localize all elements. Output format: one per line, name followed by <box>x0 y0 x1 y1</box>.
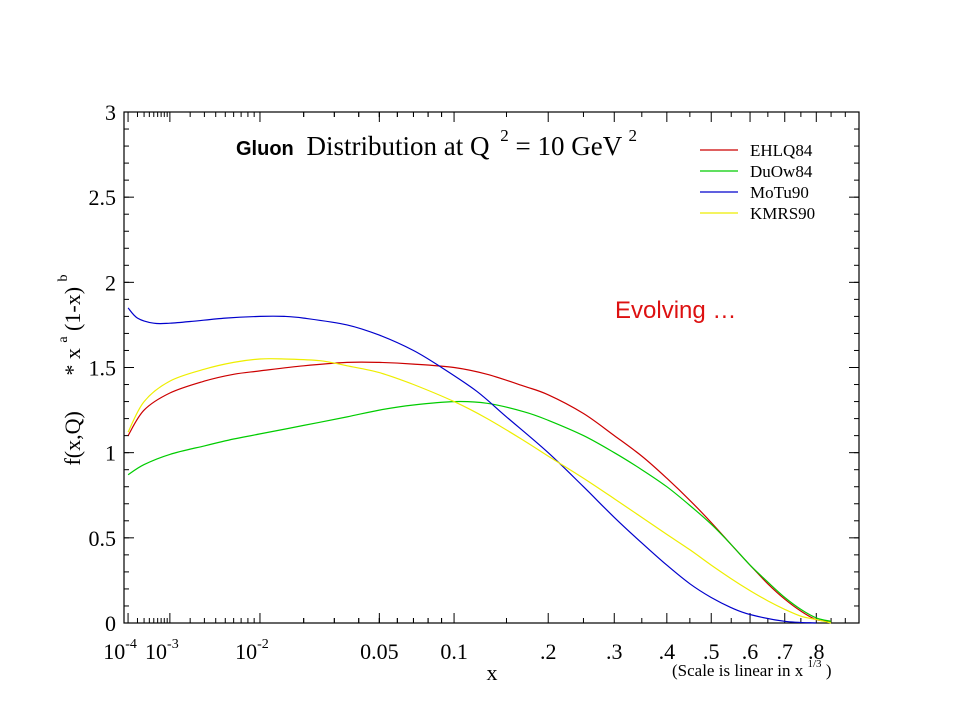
series-line-ehlq84 <box>127 361 832 622</box>
x-scale-note: (Scale is linear in x 1/3 ) <box>672 652 831 680</box>
x-tick-label: .7 <box>777 639 794 664</box>
x-note-sup: 1/3 <box>808 658 823 670</box>
x-axis-label: x <box>487 660 498 685</box>
ylabel-sup-b: b <box>56 274 71 281</box>
legend: EHLQ84 DuOw84 MoTu90 KMRS90 <box>700 141 815 223</box>
y-tick-label: 0.5 <box>89 526 117 551</box>
legend-label: DuOw84 <box>750 162 813 181</box>
title-sup1: 2 <box>500 126 509 145</box>
title-word: Gluon <box>236 138 294 160</box>
y-tick-label: 0 <box>105 611 116 636</box>
x-tick-label: .3 <box>606 639 623 664</box>
x-tick-label: .6 <box>742 639 759 664</box>
x-tick-label: .5 <box>703 639 720 664</box>
y-tick-label: 1.5 <box>89 356 117 381</box>
title-eq: = 10 GeV <box>516 131 623 161</box>
legend-label: EHLQ84 <box>750 141 813 160</box>
ylabel-sup-a: a <box>56 336 71 343</box>
ylabel-times: * x <box>60 348 85 376</box>
y-axis-label: f(x,Q) * x a (1-x) b <box>47 274 85 465</box>
y-axis: 0 0.5 1 1.5 2 2.5 3 <box>89 100 859 636</box>
series-line-kmrs90 <box>127 358 832 624</box>
x-tick-label: 0.1 <box>440 639 468 664</box>
x-tick-label: 10-3 <box>145 637 179 664</box>
evolving-annotation: Evolving … <box>615 297 736 324</box>
series-lines <box>127 307 832 624</box>
x-tick-label: 0.05 <box>360 639 399 664</box>
chart-title: Gluon Distribution at Q 2 = 10 GeV 2 <box>236 117 637 161</box>
x-tick-label: .4 <box>659 639 676 664</box>
title-rest: Distribution at Q <box>307 131 490 161</box>
x-note-close: ) <box>826 661 832 680</box>
y-tick-label: 2.5 <box>89 185 117 210</box>
x-tick-label: 10-4 <box>103 637 137 664</box>
title-sup2: 2 <box>629 126 638 145</box>
y-tick-label: 1 <box>105 441 116 466</box>
x-note-text: (Scale is linear in x <box>672 661 804 680</box>
y-tick-label: 3 <box>105 100 116 125</box>
plot-frame <box>123 111 860 624</box>
y-tick-label: 2 <box>105 270 116 295</box>
x-tick-label: 10-2 <box>235 637 269 664</box>
series-line-motu90 <box>127 307 817 624</box>
legend-label: KMRS90 <box>750 204 815 223</box>
x-tick-label: .8 <box>808 639 825 664</box>
x-axis: 10-4 10-3 10-2 0.05 0.1 .2 .3 .4 .5 .6 .7 .8 <box>103 112 846 664</box>
legend-label: MoTu90 <box>750 183 809 202</box>
series-line-duow84 <box>127 400 832 622</box>
x-tick-label: .2 <box>540 639 557 664</box>
ylabel-base: f(x,Q) <box>60 411 85 465</box>
ylabel-mid: (1-x) <box>60 287 85 331</box>
